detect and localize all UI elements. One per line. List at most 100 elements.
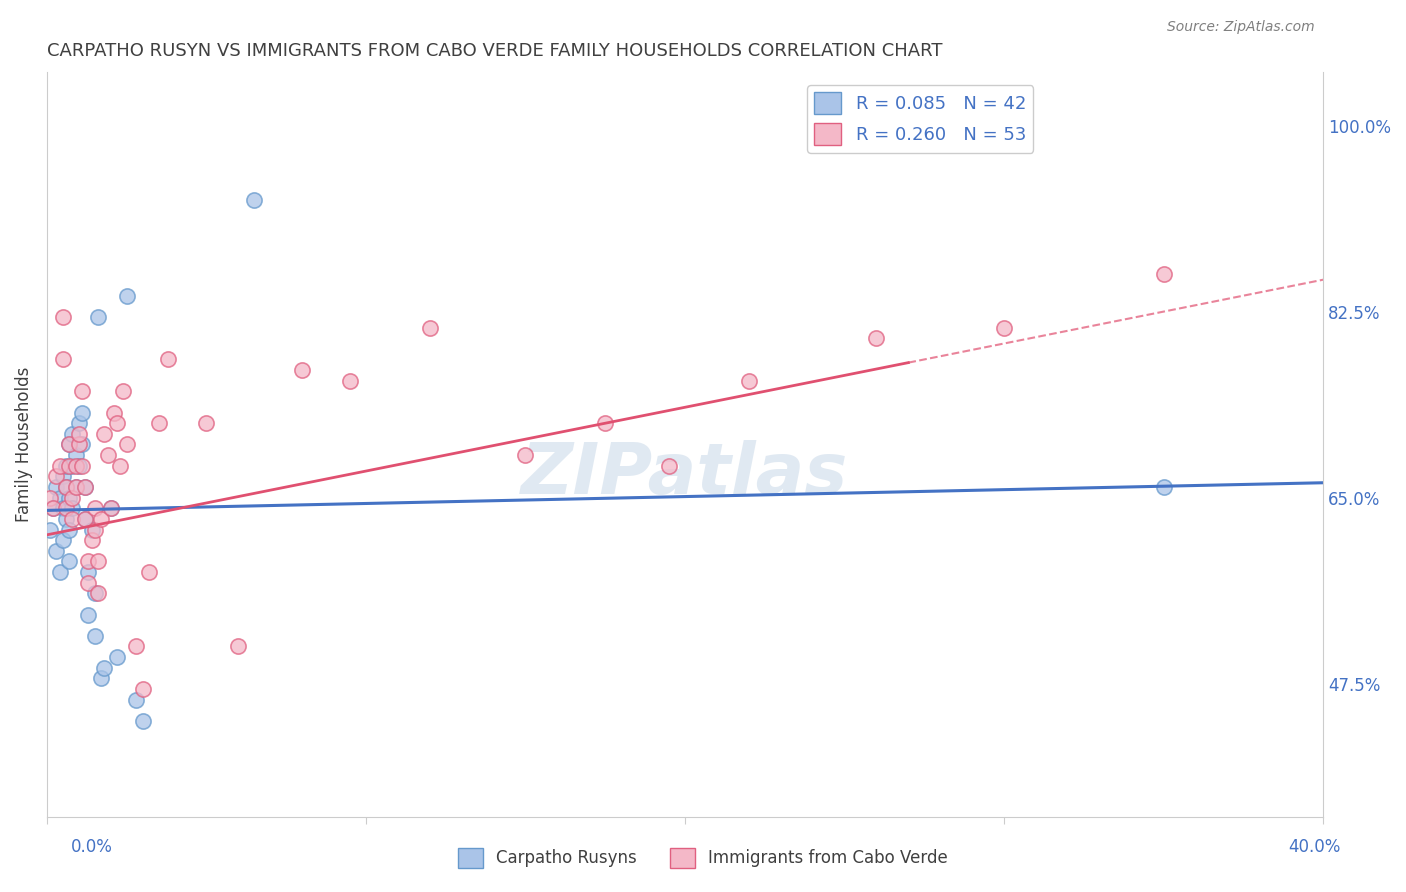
Point <box>70 406 93 420</box>
Point <box>70 437 93 451</box>
Point <box>67 458 90 473</box>
Point <box>993 320 1015 334</box>
Point <box>112 384 135 399</box>
Point <box>45 480 67 494</box>
Point <box>100 501 122 516</box>
Legend: Carpatho Rusyns, Immigrants from Cabo Verde: Carpatho Rusyns, Immigrants from Cabo Ve… <box>451 841 955 875</box>
Point <box>131 681 153 696</box>
Point <box>77 575 100 590</box>
Point <box>75 480 97 494</box>
Point <box>125 640 148 654</box>
Point <box>52 352 75 367</box>
Point <box>58 437 80 451</box>
Point <box>58 437 80 451</box>
Point <box>138 565 160 579</box>
Y-axis label: Family Households: Family Households <box>15 367 32 522</box>
Text: 40.0%: 40.0% <box>1288 838 1341 855</box>
Point <box>75 480 97 494</box>
Point <box>291 363 314 377</box>
Point <box>52 469 75 483</box>
Point <box>125 692 148 706</box>
Point <box>110 458 132 473</box>
Point <box>52 501 75 516</box>
Point <box>738 374 761 388</box>
Point <box>75 512 97 526</box>
Point <box>115 288 138 302</box>
Point <box>87 586 110 600</box>
Point <box>48 565 70 579</box>
Point <box>65 448 87 462</box>
Point <box>58 491 80 505</box>
Point <box>58 554 80 568</box>
Point <box>52 310 75 324</box>
Point <box>62 512 84 526</box>
Point <box>58 458 80 473</box>
Point <box>67 426 90 441</box>
Point <box>658 458 681 473</box>
Point <box>105 416 128 430</box>
Point <box>83 523 105 537</box>
Point <box>83 586 105 600</box>
Text: CARPATHO RUSYN VS IMMIGRANTS FROM CABO VERDE FAMILY HOUSEHOLDS CORRELATION CHART: CARPATHO RUSYN VS IMMIGRANTS FROM CABO V… <box>46 42 942 60</box>
Text: 0.0%: 0.0% <box>70 838 112 855</box>
Point <box>87 310 110 324</box>
Point <box>39 491 62 505</box>
Point <box>90 671 112 685</box>
Point <box>62 501 84 516</box>
Point <box>62 426 84 441</box>
Point <box>593 416 616 430</box>
Point <box>1153 268 1175 282</box>
Point <box>65 458 87 473</box>
Point <box>65 480 87 494</box>
Point <box>339 374 361 388</box>
Point <box>865 331 887 345</box>
Point <box>67 437 90 451</box>
Point <box>42 501 65 516</box>
Point <box>70 458 93 473</box>
Point <box>93 426 115 441</box>
Point <box>55 480 77 494</box>
Point <box>55 458 77 473</box>
Point <box>195 416 218 430</box>
Point <box>228 640 250 654</box>
Point <box>48 458 70 473</box>
Point <box>48 491 70 505</box>
Point <box>1153 480 1175 494</box>
Point <box>39 523 62 537</box>
Point <box>100 501 122 516</box>
Point <box>148 416 170 430</box>
Point <box>45 469 67 483</box>
Point <box>77 607 100 622</box>
Point <box>55 501 77 516</box>
Point <box>65 480 87 494</box>
Point <box>70 384 93 399</box>
Point <box>83 629 105 643</box>
Text: Source: ZipAtlas.com: Source: ZipAtlas.com <box>1167 21 1315 34</box>
Legend: R = 0.085   N = 42, R = 0.260   N = 53: R = 0.085 N = 42, R = 0.260 N = 53 <box>807 85 1033 153</box>
Point <box>243 193 266 207</box>
Point <box>42 501 65 516</box>
Point <box>80 523 103 537</box>
Point <box>75 512 97 526</box>
Point <box>105 650 128 665</box>
Point <box>115 437 138 451</box>
Point <box>80 533 103 548</box>
Point <box>515 448 537 462</box>
Point <box>90 512 112 526</box>
Point <box>67 416 90 430</box>
Point <box>419 320 441 334</box>
Text: ZIPatlas: ZIPatlas <box>522 440 849 508</box>
Point <box>157 352 180 367</box>
Point <box>58 523 80 537</box>
Point <box>77 554 100 568</box>
Point <box>131 714 153 728</box>
Point <box>45 543 67 558</box>
Point <box>52 533 75 548</box>
Point <box>55 480 77 494</box>
Point <box>87 554 110 568</box>
Point <box>62 491 84 505</box>
Point <box>83 501 105 516</box>
Point <box>93 661 115 675</box>
Point <box>96 448 118 462</box>
Point <box>55 512 77 526</box>
